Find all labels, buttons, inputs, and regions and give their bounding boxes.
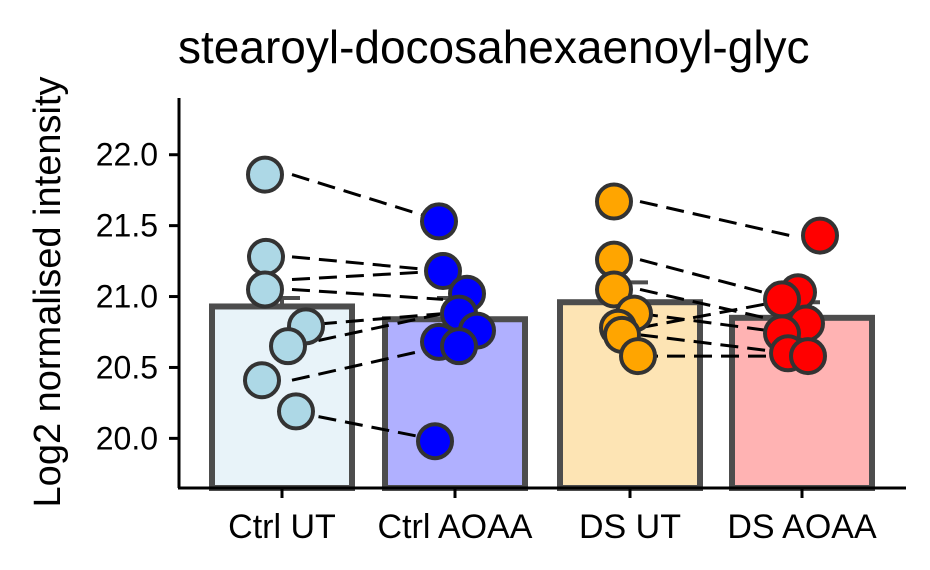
y-ticks: 20.0 20.5 21.0 21.5 22.0 <box>96 137 179 456</box>
bar-3 <box>729 314 875 491</box>
y-axis-title: Log2 normalised intensity <box>27 77 69 508</box>
paired-lines <box>291 173 791 443</box>
point-0-4 <box>269 327 307 366</box>
x-ticks: Ctrl UT Ctrl AOAA DS UT DS AOAA <box>228 488 877 546</box>
pair-line-3 <box>291 287 444 301</box>
point-2-0 <box>595 182 633 221</box>
point-1-6 <box>440 327 478 366</box>
x-tick-label-2: DS UT <box>579 508 681 546</box>
point-0-5 <box>243 361 281 400</box>
point-0-6 <box>277 392 315 431</box>
pair-line-13 <box>639 333 791 355</box>
y-tick-label-4: 22.0 <box>96 137 158 173</box>
point-1-7 <box>416 422 454 461</box>
point-3-6 <box>789 337 827 376</box>
pair-line-2 <box>291 269 444 282</box>
pair-line-8 <box>639 200 791 238</box>
y-tick-label-1: 20.5 <box>96 349 158 385</box>
point-1-0 <box>420 202 458 241</box>
point-0-0 <box>246 155 284 194</box>
x-tick-label-3: DS AOAA <box>727 508 877 546</box>
point-0-2 <box>246 270 284 309</box>
y-tick-label-0: 20.0 <box>96 420 158 456</box>
x-tick-label-0: Ctrl UT <box>228 508 336 546</box>
y-tick-label-3: 21.5 <box>96 208 158 244</box>
y-tick-label-2: 21.0 <box>96 279 158 315</box>
point-3-0 <box>801 216 839 255</box>
point-1-1 <box>424 252 462 291</box>
data-points <box>243 155 839 461</box>
x-tick-label-1: Ctrl AOAA <box>378 508 533 546</box>
point-2-2 <box>595 270 633 309</box>
point-2-6 <box>619 337 657 376</box>
point-0-1 <box>247 237 285 276</box>
pair-line-0 <box>291 173 444 223</box>
pair-line-1 <box>291 255 444 273</box>
chart-title: stearoyl-docosahexaenoyl-glyc <box>178 21 810 73</box>
